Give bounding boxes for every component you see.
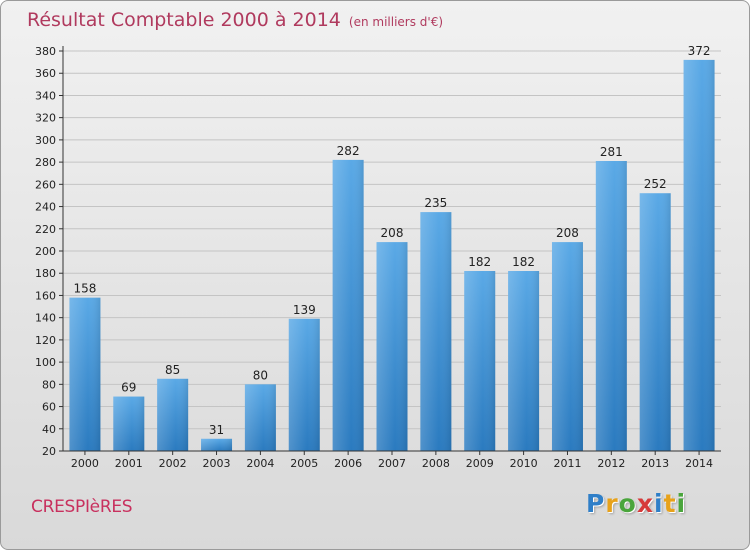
x-axis-ticks: 2000 2001 2002 2003 2004 2005 2006 2007 2008 2009… xyxy=(71,451,713,470)
y-tick-label: 40 xyxy=(42,423,56,436)
logo-letter: P xyxy=(586,489,606,518)
bar-value-label: 69 xyxy=(121,381,136,395)
bar-value-label: 372 xyxy=(688,44,711,58)
proxiti-logo: Proxiti xyxy=(586,489,686,518)
y-tick-label: 300 xyxy=(35,134,56,147)
bar-value-label: 252 xyxy=(644,177,667,191)
x-tick-label: 2009 xyxy=(466,457,494,470)
bar-value-label: 85 xyxy=(165,363,180,377)
bar-shade xyxy=(332,159,364,451)
bar-value-label: 158 xyxy=(73,282,96,296)
y-tick-label: 140 xyxy=(35,312,56,325)
bar-value-label: 281 xyxy=(600,145,623,159)
bar-value-label: 235 xyxy=(424,196,447,210)
y-tick-label: 260 xyxy=(35,178,56,191)
logo-letter: t xyxy=(663,489,677,518)
bar-shade xyxy=(551,242,583,451)
x-tick-label: 2006 xyxy=(334,457,362,470)
x-tick-label: 2012 xyxy=(597,457,625,470)
bar-shade xyxy=(157,378,189,451)
bar-shade xyxy=(201,438,233,451)
y-tick-label: 80 xyxy=(42,378,56,391)
bar-shade xyxy=(244,384,276,451)
y-tick-label: 280 xyxy=(35,156,56,169)
x-tick-label: 2000 xyxy=(71,457,99,470)
logo-letter: o xyxy=(618,489,637,518)
bar-shade xyxy=(464,271,496,451)
x-tick-label: 2013 xyxy=(641,457,669,470)
chart-subtitle: (en milliers d'€) xyxy=(348,15,444,29)
bar-value-label: 282 xyxy=(337,144,360,158)
bar-shade xyxy=(683,59,715,452)
x-tick-label: 2004 xyxy=(246,457,274,470)
x-tick-label: 2002 xyxy=(159,457,187,470)
y-tick-label: 100 xyxy=(35,356,56,369)
y-tick-label: 60 xyxy=(42,401,56,414)
x-tick-label: 2003 xyxy=(203,457,231,470)
chart-title: Résultat Comptable 2000 à 2014 (en millie… xyxy=(27,9,443,31)
bar-shade xyxy=(376,242,408,451)
bar-value-label: 139 xyxy=(293,303,316,317)
title-text: Résultat Comptable 2000 à 2014 xyxy=(27,9,341,31)
bar-shade xyxy=(288,318,320,451)
bars-group: 158 69 85 31 80 139 282 208 235 182 182 208 281 252 37… xyxy=(69,44,715,452)
x-tick-label: 2005 xyxy=(290,457,318,470)
y-tick-label: 200 xyxy=(35,245,56,258)
logo-letter: r xyxy=(605,489,619,518)
bar-value-label: 182 xyxy=(512,255,535,269)
y-tick-label: 20 xyxy=(42,445,56,458)
y-tick-label: 360 xyxy=(35,67,56,80)
bar-value-label: 80 xyxy=(253,368,268,382)
bar-shade xyxy=(69,297,101,451)
logo-letter: i xyxy=(654,489,664,518)
commune-name: CRESPIèRES xyxy=(31,497,133,517)
x-tick-label: 2001 xyxy=(115,457,143,470)
y-axis-ticks: 20 40 60 80 100 120 140 160 180 200 220 240 260 280 30… xyxy=(35,45,63,458)
x-tick-label: 2007 xyxy=(378,457,406,470)
bar-shade xyxy=(508,271,540,451)
y-tick-label: 120 xyxy=(35,334,56,347)
y-tick-label: 380 xyxy=(35,45,56,58)
y-tick-label: 160 xyxy=(35,289,56,302)
bar-shade xyxy=(420,212,452,451)
logo-letter: i xyxy=(676,489,687,518)
bar-value-label: 31 xyxy=(209,423,224,437)
bar-value-label: 208 xyxy=(381,226,404,240)
x-tick-label: 2010 xyxy=(510,457,538,470)
bar-value-label: 182 xyxy=(468,255,491,269)
y-tick-label: 180 xyxy=(35,267,56,280)
logo-letter: x xyxy=(636,489,654,518)
bar-value-label: 208 xyxy=(556,226,579,240)
x-tick-label: 2011 xyxy=(553,457,581,470)
y-tick-label: 320 xyxy=(35,112,56,125)
bar-shade xyxy=(595,161,627,451)
y-tick-label: 220 xyxy=(35,223,56,236)
x-tick-label: 2008 xyxy=(422,457,450,470)
bar-shade xyxy=(113,396,145,451)
x-tick-label: 2014 xyxy=(685,457,713,470)
y-tick-label: 240 xyxy=(35,201,56,214)
bar-shade xyxy=(639,193,671,451)
y-tick-label: 340 xyxy=(35,89,56,102)
